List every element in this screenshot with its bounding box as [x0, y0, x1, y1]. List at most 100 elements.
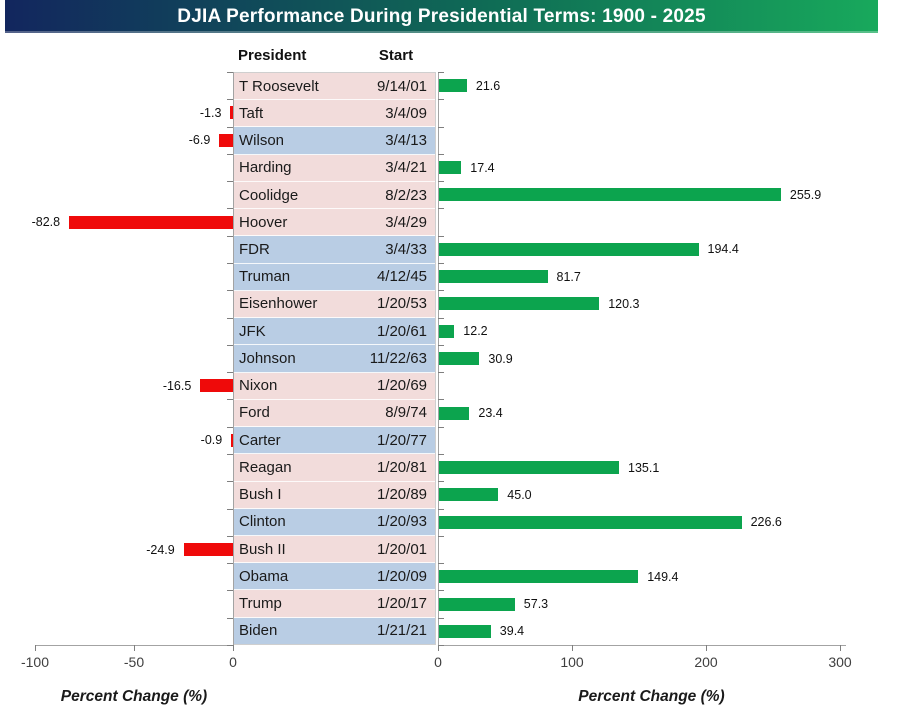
table-row: Hoover 3/4/29: [234, 209, 435, 237]
table-row: Bush I 1/20/89: [234, 481, 435, 509]
category-axis-tick: [438, 645, 444, 646]
bar-value-label: -16.5: [162, 378, 192, 393]
start-date-cell: 3/4/13: [385, 132, 427, 150]
bar-positive: [438, 270, 548, 284]
bar-negative: [200, 379, 233, 393]
category-axis-tick: [438, 590, 444, 592]
category-axis-tick: [438, 454, 444, 455]
category-axis-tick: [227, 645, 233, 646]
category-axis-tick: [227, 481, 233, 483]
category-axis-tick: [438, 153, 444, 155]
start-date-cell: 1/20/61: [376, 322, 427, 340]
bar-value-label: 255.9: [789, 187, 822, 202]
category-axis-tick: [438, 481, 444, 483]
category-axis-tick: [227, 72, 233, 73]
president-cell: Trump: [239, 595, 282, 613]
column-header-president: President: [238, 47, 307, 64]
president-cell: Harding: [239, 159, 292, 177]
start-date-cell: 1/20/77: [376, 431, 427, 449]
category-axis-tick: [227, 153, 233, 155]
value-axis-tick-label: 0: [434, 654, 442, 670]
start-date-cell: 1/20/93: [376, 513, 427, 531]
start-date-cell: 4/12/45: [376, 268, 427, 286]
category-axis-tick: [227, 344, 233, 346]
category-axis-tick: [227, 126, 233, 128]
category-axis-tick: [438, 426, 444, 428]
value-axis-tick-label: 300: [828, 654, 852, 670]
president-cell: Clinton: [239, 513, 286, 531]
president-cell: Truman: [239, 268, 291, 286]
start-date-cell: 1/20/17: [376, 595, 427, 613]
bar-value-label: 135.1: [628, 460, 660, 475]
category-axis-tick: [438, 126, 444, 128]
bar-value-label: 23.4: [478, 406, 503, 421]
table-row: Ford 8/9/74: [234, 399, 435, 428]
positive-bars-plot: 21.6 17.4 255.9 194.4 81.7 120.3 12.2 30.9 23.4 1…: [438, 72, 845, 645]
start-date-cell: 3/4/09: [385, 104, 427, 122]
president-cell: Biden: [239, 622, 278, 640]
value-axis-tick: [438, 645, 439, 651]
category-axis-tick: [227, 290, 233, 292]
table-row: FDR 3/4/33: [234, 236, 435, 264]
bar-positive: [438, 406, 470, 420]
president-cell: FDR: [239, 241, 270, 259]
value-axis-tick-label: -100: [20, 654, 50, 670]
president-cell: Nixon: [239, 377, 278, 395]
table-row: JFK 1/20/61: [234, 318, 435, 346]
president-cell: Coolidge: [239, 186, 299, 204]
table-row: Truman 4/12/45: [234, 263, 435, 291]
table-row: Taft 3/4/09: [234, 100, 435, 128]
left-axis-title: Percent Change (%): [60, 688, 208, 705]
right-axis-title: Percent Change (%): [578, 688, 725, 705]
bar-positive: [438, 79, 467, 93]
president-cell: Eisenhower: [239, 295, 318, 313]
table-row: Clinton 1/20/93: [234, 508, 435, 536]
category-axis-tick: [227, 563, 233, 565]
category-axis-tick: [438, 181, 444, 183]
start-date-cell: 8/9/74: [385, 404, 427, 422]
president-cell: Carter: [239, 431, 281, 449]
category-axis-tick: [438, 372, 444, 374]
value-axis-tick: [35, 645, 36, 651]
bar-positive: [438, 488, 499, 502]
table-row: Coolidge 8/2/23: [234, 181, 435, 210]
bar-value-label: 226.6: [750, 515, 782, 530]
table-row: Reagan 1/20/81: [234, 454, 435, 482]
category-axis-tick: [438, 508, 444, 510]
category-axis-tick: [227, 317, 233, 319]
table-row: Trump 1/20/17: [234, 590, 435, 618]
bar-value-label: 30.9: [488, 351, 513, 366]
bar-value-label: -24.9: [146, 542, 175, 557]
value-axis-tick: [706, 645, 707, 651]
bar-value-label: -82.8: [31, 215, 61, 230]
bar-positive: [438, 188, 781, 202]
table-row: Harding 3/4/21: [234, 154, 435, 182]
category-axis-tick: [227, 235, 233, 237]
table-row: Nixon 1/20/69: [234, 372, 435, 400]
category-axis-tick: [438, 344, 444, 346]
bar-positive: [438, 352, 480, 365]
table-row: Carter 1/20/77: [234, 427, 435, 455]
start-date-cell: 8/2/23: [385, 186, 427, 204]
start-date-cell: 1/20/01: [376, 540, 427, 558]
bar-value-label: 17.4: [470, 160, 495, 175]
value-axis-tick: [233, 645, 234, 651]
start-date-cell: 1/20/53: [376, 295, 427, 313]
bar-value-label: 120.3: [608, 296, 640, 311]
category-axis-tick: [227, 535, 233, 537]
category-axis-tick: [438, 99, 444, 101]
category-axis-tick: [438, 617, 444, 619]
start-date-cell: 1/20/09: [376, 567, 427, 585]
president-table: T Roosevelt 9/14/01 Taft 3/4/09 Wilson 3/4/13…: [233, 72, 436, 645]
bar-positive: [438, 624, 491, 638]
bar-value-label: 81.7: [556, 269, 581, 284]
bar-positive: [438, 570, 639, 584]
category-axis-tick: [438, 208, 444, 210]
table-row: T Roosevelt 9/14/01: [234, 73, 435, 101]
category-axis-tick: [438, 263, 444, 264]
category-axis-tick: [227, 617, 233, 619]
category-axis-tick: [227, 208, 233, 210]
category-axis-tick: [438, 290, 444, 292]
president-cell: Reagan: [239, 458, 292, 476]
